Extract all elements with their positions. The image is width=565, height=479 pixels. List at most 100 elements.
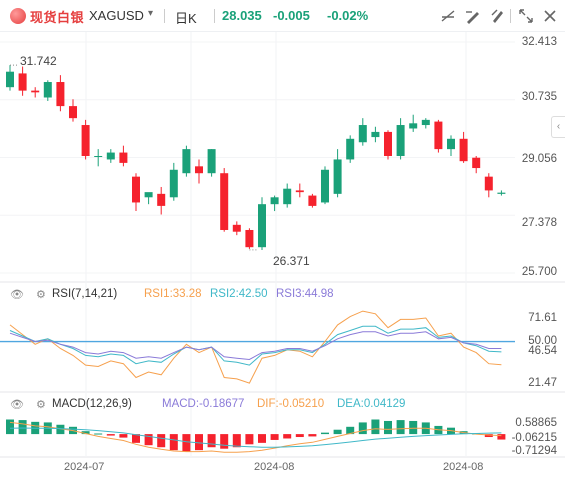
macd-axis-tick: -0.06215 [511,432,557,444]
candle-body [157,193,166,206]
rsi3-value: RSI3:44.98 [276,288,334,300]
candle-body [459,138,468,162]
candle-body [207,149,216,174]
macd-histogram-bar [232,434,241,448]
draw-icon[interactable] [463,6,483,26]
macd-axis-tick: -0.71294 [511,445,557,457]
macd-histogram-bar [333,429,342,435]
candle-body [94,156,103,158]
pen-icon[interactable] [488,6,508,26]
macd-histogram-bar [195,434,203,451]
settings-icon[interactable]: ⚙ [36,289,46,301]
macd-histogram-bar [6,419,14,435]
macd-histogram-bar [358,422,367,435]
macd-histogram-bar [157,434,166,448]
price-axis-tick: 29.056 [521,153,557,165]
candle-body [106,152,115,160]
measure-icon[interactable] [438,6,458,26]
close-icon[interactable] [540,6,560,26]
eye-icon[interactable]: 👁 [10,399,24,411]
macd-histogram-bar [144,434,153,446]
macd-histogram-bar [371,419,380,435]
dif-line [9,421,502,453]
price-axis-tick: 27.378 [521,217,557,229]
macd-histogram-bar [409,420,418,435]
macd-histogram-bar [18,420,27,435]
fullscreen-icon[interactable] [516,6,536,26]
candle-body [484,176,493,191]
divider [214,9,215,23]
candle-body [195,166,203,174]
expand-panel-tab[interactable]: ‹ [551,116,565,138]
price-axis-tick: 32.413 [521,36,557,48]
settings-icon[interactable]: ⚙ [36,399,46,411]
candle-body [43,82,52,98]
date-axis-label: 2024-07 [64,461,105,473]
rsi1-value: RSI1:33.28 [144,288,202,300]
macd-histogram-bar [295,434,304,438]
macd-histogram-bar [497,434,506,440]
macd-histogram-bar [132,434,140,443]
macd-histogram-bar [220,434,229,449]
macd-histogram-bar [283,434,292,439]
symbol-selector[interactable]: XAGUSD [89,8,144,23]
candle-body [396,125,405,157]
divider [164,9,165,23]
macd-histogram-bar [81,431,90,435]
macd-histogram-bar [169,434,178,451]
candle-body [182,149,191,174]
macd-histogram-bar [270,434,279,440]
candle-body [31,90,40,93]
rsi3-line [9,331,502,361]
candle-body [69,106,77,119]
eye-icon[interactable]: 👁 [10,289,24,301]
rsi-axis-tick: 71.61 [528,312,557,324]
rsi1-line [9,310,502,384]
rsi2-value: RSI2:42.50 [210,288,268,300]
macd-histogram-bar [258,434,266,443]
macd-histogram-bar [384,420,392,435]
candle-body [258,204,266,248]
dif-value: DIF:-0.05210 [257,398,325,410]
rsi2-line [9,325,502,366]
macd-histogram-bar [346,426,355,435]
candle-body [497,192,506,194]
macd-histogram-bar [94,433,103,435]
candle-body [409,123,418,129]
macd-histogram-bar [484,434,493,438]
chevron-down-icon[interactable]: ▾ [148,8,154,19]
brand-name: 现货白银 [30,10,85,25]
chart-toolbar: 现货白银 XAGUSD ▾ 日K 28.035 -0.005 -0.02% [0,0,565,32]
macd-histogram-bar [56,424,65,435]
macd-histogram-bar [245,434,254,445]
candle-body [434,121,443,150]
candle-body [472,157,481,169]
dea-line [9,427,502,448]
candle-body [308,195,317,206]
candle-body [321,169,329,203]
period-high-label: 31.742 [20,54,57,68]
macd-histogram-bar [106,434,115,436]
candle-body [421,119,430,126]
candle-body [295,190,304,193]
candle-body [232,224,241,232]
candle-body [18,73,27,91]
candle-body [358,125,367,143]
macd-histogram-bar [207,434,216,448]
candle-body [56,82,65,107]
period-selector[interactable]: 日K [175,11,197,26]
macd-title: MACD(12,26,9) [52,398,132,410]
candle-body [270,197,279,205]
price-axis-tick: 30.735 [521,91,557,103]
candle-body [333,159,342,194]
period-low-label: 26.371 [273,254,310,268]
price-change: -0.005 [273,8,310,23]
dea-value: DEA:0.04129 [337,398,406,410]
macd-histogram-bar [119,434,128,438]
price-axis-tick: 25.700 [521,266,557,278]
rsi-axis-tick: 21.47 [528,377,557,389]
macd-histogram-bar [321,432,329,435]
last-price: 28.035 [222,8,262,23]
rsi-title: RSI(7,14,21) [52,288,118,300]
